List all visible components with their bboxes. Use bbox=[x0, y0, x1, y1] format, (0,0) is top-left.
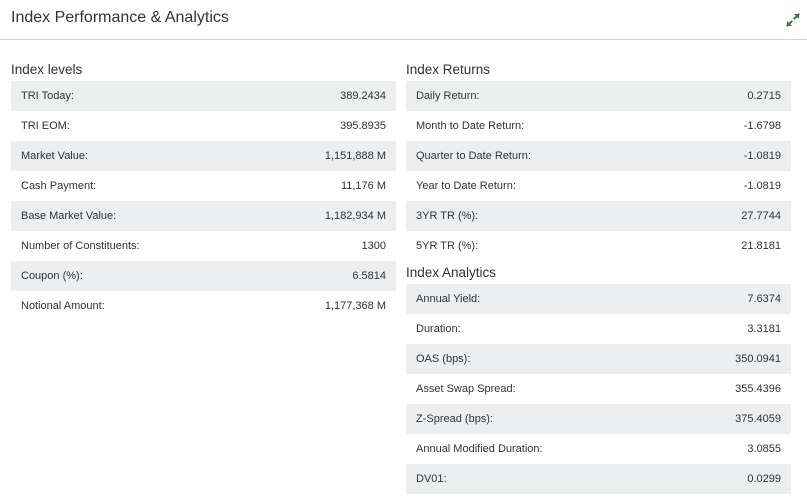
expand-button[interactable] bbox=[785, 12, 801, 28]
row-label: Base Market Value: bbox=[21, 210, 117, 222]
table-row: Daily Return: 0.2715 bbox=[406, 81, 791, 111]
table-row: Annual Modified Duration: 3.0855 bbox=[406, 434, 791, 464]
table-row: DV01: 0.0299 bbox=[406, 464, 791, 494]
row-label: Z-Spread (bps): bbox=[416, 413, 494, 425]
row-label: TRI EOM: bbox=[21, 120, 70, 132]
table-row: 5YR TR (%): 21.8181 bbox=[406, 231, 791, 261]
row-value: 0.0299 bbox=[747, 473, 781, 485]
row-label: TRI Today: bbox=[21, 90, 74, 102]
row-value: 355.4396 bbox=[735, 383, 781, 395]
row-value: 1,177,368 M bbox=[324, 300, 386, 312]
row-value: 395.8935 bbox=[340, 120, 386, 132]
row-label: Number of Constituents: bbox=[21, 240, 140, 252]
row-value: -1.0819 bbox=[743, 150, 781, 162]
table-row: Z-Spread (bps): 375.4059 bbox=[406, 404, 791, 434]
row-value: 7.6374 bbox=[747, 293, 781, 305]
table-row: Cash Payment: 11,176 M bbox=[11, 171, 396, 201]
row-label: Year to Date Return: bbox=[416, 180, 516, 192]
row-value: 21.8181 bbox=[741, 240, 781, 252]
row-value: 0.2715 bbox=[747, 90, 781, 102]
panel-header: Index Performance & Analytics bbox=[0, 0, 807, 40]
table-row: TRI Today: 389.2434 bbox=[11, 81, 396, 111]
row-value: 3.0855 bbox=[747, 443, 781, 455]
row-label: 5YR TR (%): bbox=[416, 240, 479, 252]
row-value: 375.4059 bbox=[735, 413, 781, 425]
expand-arrows-icon bbox=[786, 13, 800, 27]
row-label: Coupon (%): bbox=[21, 270, 83, 282]
table-row: OAS (bps): 350.0941 bbox=[406, 344, 791, 374]
table-row: Base Market Value: 1,182,934 M bbox=[11, 201, 396, 231]
row-label: Asset Swap Spread: bbox=[416, 383, 516, 395]
row-value: 350.0941 bbox=[735, 353, 781, 365]
index-analytics-list: Annual Yield: 7.6374 Duration: 3.3181 OAS … bbox=[406, 284, 791, 494]
index-levels-title: Index levels bbox=[11, 62, 83, 77]
row-value: 6.5814 bbox=[352, 270, 386, 282]
table-row: Asset Swap Spread: 355.4396 bbox=[406, 374, 791, 404]
row-label: Quarter to Date Return: bbox=[416, 150, 531, 162]
table-row: Notional Amount: 1,177,368 M bbox=[11, 291, 396, 321]
row-value: -1.0819 bbox=[743, 180, 781, 192]
row-value: 389.2434 bbox=[340, 90, 386, 102]
index-returns-analytics-column: Index Returns Daily Return: 0.2715 Month … bbox=[406, 58, 791, 494]
table-row: Quarter to Date Return: -1.0819 bbox=[406, 141, 791, 171]
index-returns-title: Index Returns bbox=[406, 62, 491, 77]
table-row: 3YR TR (%): 27.7744 bbox=[406, 201, 791, 231]
panel-title: Index Performance & Analytics bbox=[11, 9, 229, 26]
row-label: Month to Date Return: bbox=[416, 120, 525, 132]
row-label: Cash Payment: bbox=[21, 180, 97, 192]
row-label: Daily Return: bbox=[416, 90, 480, 102]
index-analytics-title: Index Analytics bbox=[406, 265, 497, 280]
table-row: Coupon (%): 6.5814 bbox=[11, 261, 396, 291]
table-row: Number of Constituents: 1300 bbox=[11, 231, 396, 261]
row-label: Annual Modified Duration: bbox=[416, 443, 543, 455]
table-row: TRI EOM: 395.8935 bbox=[11, 111, 396, 141]
row-value: 3.3181 bbox=[747, 323, 781, 335]
row-label: Notional Amount: bbox=[21, 300, 105, 312]
index-levels-list: TRI Today: 389.2434 TRI EOM: 395.8935 Mark… bbox=[11, 81, 396, 321]
row-value: -1.6798 bbox=[743, 120, 781, 132]
table-row: Market Value: 1,151,888 M bbox=[11, 141, 396, 171]
table-row: Month to Date Return: -1.6798 bbox=[406, 111, 791, 141]
row-value: 1,151,888 M bbox=[324, 150, 386, 162]
row-label: 3YR TR (%): bbox=[416, 210, 479, 222]
row-value: 11,176 M bbox=[340, 180, 386, 192]
table-row: Duration: 3.3181 bbox=[406, 314, 791, 344]
index-levels-section: Index levels TRI Today: 389.2434 TRI EOM:… bbox=[11, 58, 396, 321]
row-label: Market Value: bbox=[21, 150, 89, 162]
row-value: 1,182,934 M bbox=[324, 210, 386, 222]
row-value: 1300 bbox=[361, 240, 386, 252]
row-value: 27.7744 bbox=[741, 210, 781, 222]
row-label: Duration: bbox=[416, 323, 461, 335]
row-label: DV01: bbox=[416, 473, 447, 485]
row-label: Annual Yield: bbox=[416, 293, 481, 305]
table-row: Annual Yield: 7.6374 bbox=[406, 284, 791, 314]
row-label: OAS (bps): bbox=[416, 353, 471, 365]
index-returns-list: Daily Return: 0.2715 Month to Date Return… bbox=[406, 81, 791, 261]
table-row: Year to Date Return: -1.0819 bbox=[406, 171, 791, 201]
